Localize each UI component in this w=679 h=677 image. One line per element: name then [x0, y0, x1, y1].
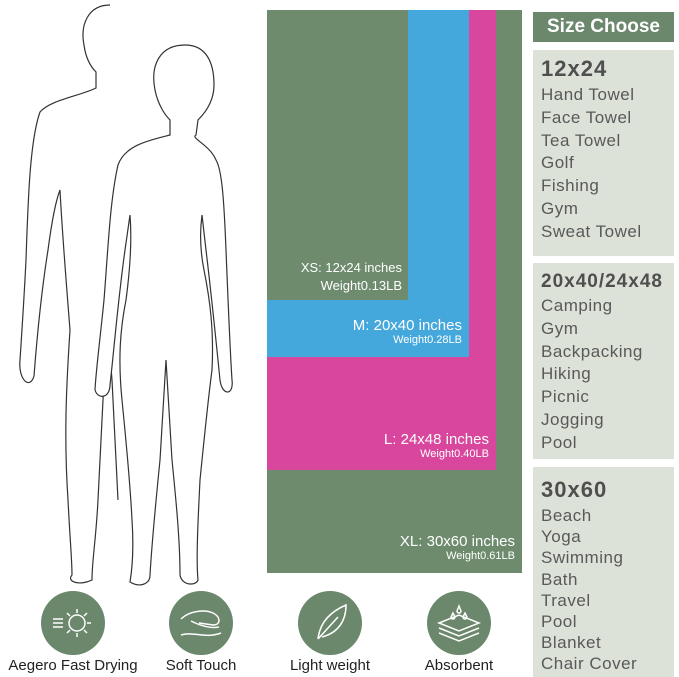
list-item: Jogging: [541, 409, 605, 429]
list-item: Fishing: [541, 176, 600, 196]
size-choose-header: Size Choose: [533, 12, 674, 42]
size-group-20x40: 20x40/24x48 Camping Gym Backpacking Hiki…: [533, 263, 674, 459]
list-item: Tea Towel: [541, 130, 621, 150]
feather-icon: [298, 591, 362, 655]
list-item: Yoga: [541, 527, 582, 547]
list-item: Pool: [541, 432, 578, 452]
size-m-label: M: 20x40 inches Weight0.28LB: [352, 317, 462, 346]
group-heading: 30x60: [541, 477, 608, 502]
list-item: Hand Towel: [541, 85, 635, 104]
list-item: Golf: [541, 153, 575, 173]
group-heading: 12x24: [541, 56, 608, 81]
list-item: Hiking: [541, 364, 592, 384]
list-item: Travel: [541, 590, 591, 610]
human-silhouettes: [19, 4, 233, 586]
list-item: Chair Cover: [541, 654, 638, 674]
size-group-30x60: 30x60 Beach Yoga Swimming Bath Travel Po…: [533, 467, 674, 677]
male-silhouette: [19, 4, 119, 584]
feature-fast-drying: Aegero Fast Drying: [8, 591, 138, 674]
size-xl-label: XL: 30x60 inches Weight0.61LB: [399, 533, 515, 562]
list-item: Gym: [541, 318, 579, 338]
list-item: Blanket: [541, 633, 602, 653]
list-item: Sweat Towel: [541, 221, 642, 241]
group-heading: 20x40/24x48: [541, 271, 663, 292]
size-l-label: L: 24x48 inches Weight0.40LB: [383, 431, 489, 460]
layers-drops-icon: [427, 591, 491, 655]
list-item: Swimming: [541, 548, 624, 568]
feature-soft-touch: Soft Touch: [136, 591, 266, 674]
list-item: Face Towel: [541, 107, 632, 127]
list-item: Gym: [541, 198, 579, 218]
size-xs-label: XS: 12x24 inches Weight0.13LB: [300, 260, 402, 293]
list-item: Bath: [541, 569, 578, 589]
feature-absorbent: Absorbent: [394, 591, 524, 674]
list-item: Backpacking: [541, 341, 643, 361]
sun-wind-icon: [41, 591, 105, 655]
list-item: Picnic: [541, 387, 590, 407]
hand-icon: [169, 591, 233, 655]
size-xs-rect: [267, 10, 408, 300]
size-group-12x24: 12x24 Hand Towel Face Towel Tea Towel Go…: [533, 50, 674, 256]
feature-light-weight: Light weight: [265, 591, 395, 674]
list-item: Camping: [541, 296, 613, 315]
list-item: Pool: [541, 612, 578, 632]
list-item: Beach: [541, 506, 592, 525]
female-silhouette: [94, 44, 233, 586]
